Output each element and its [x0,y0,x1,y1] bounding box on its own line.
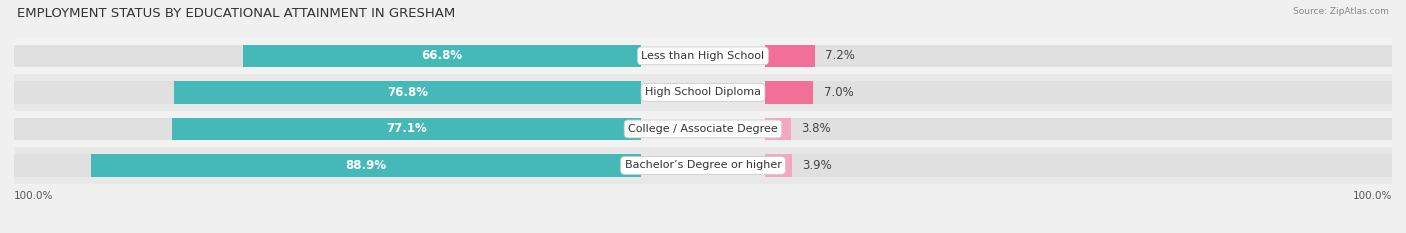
Bar [765,118,1392,140]
Bar [765,154,1392,177]
Bar [14,147,1392,184]
Bar [765,45,1392,67]
Bar [14,118,641,140]
Text: 100.0%: 100.0% [1353,191,1392,201]
Bar [765,118,792,140]
Bar [14,154,641,177]
Text: Less than High School: Less than High School [641,51,765,61]
Bar [90,154,641,177]
Text: 88.9%: 88.9% [346,159,387,172]
Text: 3.9%: 3.9% [803,159,832,172]
Bar [765,81,1392,104]
Bar [14,74,1392,111]
Text: 66.8%: 66.8% [422,49,463,62]
Text: 76.8%: 76.8% [387,86,427,99]
Text: 7.2%: 7.2% [825,49,855,62]
Bar [14,81,641,104]
Bar [14,111,1392,147]
Text: 100.0%: 100.0% [14,191,53,201]
Bar [172,118,641,140]
Bar [174,81,641,104]
Text: Bachelor’s Degree or higher: Bachelor’s Degree or higher [624,161,782,171]
Bar [765,154,792,177]
Text: Source: ZipAtlas.com: Source: ZipAtlas.com [1294,7,1389,16]
Text: EMPLOYMENT STATUS BY EDUCATIONAL ATTAINMENT IN GRESHAM: EMPLOYMENT STATUS BY EDUCATIONAL ATTAINM… [17,7,456,20]
Text: 3.8%: 3.8% [801,123,831,135]
Text: 7.0%: 7.0% [824,86,853,99]
Text: College / Associate Degree: College / Associate Degree [628,124,778,134]
Bar [243,45,641,67]
Bar [765,81,813,104]
Bar [14,45,641,67]
Text: High School Diploma: High School Diploma [645,87,761,97]
Bar [765,45,814,67]
Text: 77.1%: 77.1% [387,123,427,135]
Bar [14,38,1392,74]
